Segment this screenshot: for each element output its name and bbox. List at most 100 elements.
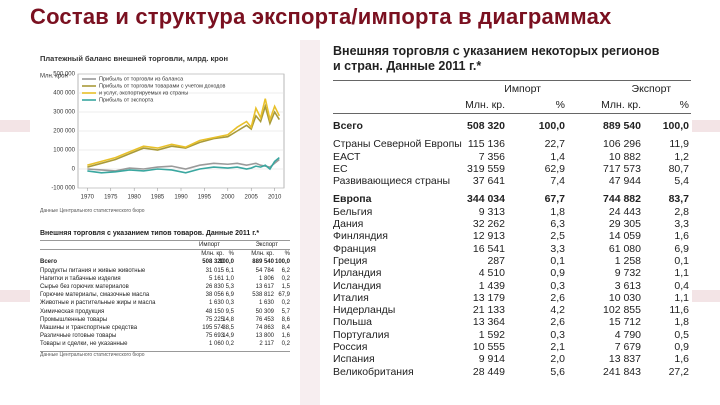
cell-value: 0,2 [281,341,290,348]
cell-value: 100,0 [662,120,689,132]
cell-value: 1 258 [614,254,641,267]
row-label: Великобритания [333,365,414,378]
cell-value: 83,7 [668,193,689,206]
cell-value: 6,2 [281,267,290,274]
header-row: Млн. кр.% Млн. кр.% [40,250,290,258]
unit-header: % [555,99,565,111]
row-label: Россия [333,341,368,354]
cell-value: 26 830 [205,283,224,290]
legend-label: Прибыль от торговли товарами с учетом до… [99,83,226,89]
cell-value: 67,9 [278,292,290,299]
table-row: Товары и сделки, не указанные 1 060 0,2 2 1… [40,340,290,348]
cell-value: 241 843 [603,365,641,378]
cell-value: 1,1 [674,291,689,304]
cell-value: 319 559 [467,162,505,175]
cell-value: 28 449 [472,365,505,378]
cell-value: 1,5 [281,283,290,290]
x-tick-label: 1990 [174,195,188,201]
cell-value: 9,5 [225,308,234,315]
cell-value: 9 313 [478,205,505,218]
cell-value: 6,9 [225,292,234,299]
chart-title: Платежный баланс внешней торговли, млрд.… [40,54,228,63]
table-row: Греция 287 0,1 1 258 0,1 [333,255,691,267]
cell-value: 38,5 [222,324,234,331]
decor-stripe [300,40,320,405]
y-tick-label: 400 000 [53,91,75,97]
y-axis-label: Млн. крон [40,74,68,80]
cell-value: 0,2 [281,300,290,307]
cell-value: 102 855 [603,304,641,317]
cell-value: 13 617 [255,283,274,290]
table-row: Польша 13 364 2,6 15 712 1,8 [333,316,691,328]
cell-value: 508 320 [202,259,224,266]
cell-value: 8,4 [281,324,290,331]
cell-value: 62,9 [544,162,565,175]
decor-stripe [0,290,30,302]
table-body: Импорт Экспорт Млн. кр.% Млн. кр.% Всего 508 … [333,80,691,378]
table-row: Машины и транспортные средства 195 574 38,… [40,324,290,332]
unit-header: Млн. кр. [601,99,641,111]
cell-value: 115 136 [467,138,505,151]
y-tick-label: 200 000 [53,129,75,135]
table-row: ЕАСТ 7 356 1,4 10 882 1,2 [333,151,691,163]
cell-value: 717 573 [603,162,641,175]
row-label: Химическая продукция [40,308,105,315]
cell-value: 2,6 [550,291,565,304]
cell-value: 1 439 [478,279,505,292]
cell-value: 47 944 [608,175,641,188]
cell-value: 11,9 [669,138,689,151]
unit-header: Млн. кр. [465,99,505,111]
series-line [87,98,281,166]
cell-value: 1,1 [674,267,689,280]
cell-value: 5,3 [225,283,234,290]
cell-value: 0,3 [550,279,565,292]
cell-value: 538 812 [252,292,274,299]
row-label: Европа [333,193,372,206]
column-header: Экспорт [631,83,671,95]
row-label: Развивающиеся страны [333,175,451,188]
row-label: Продукты питания и живые животные [40,267,146,274]
row-label: Испания [333,353,375,366]
cell-value: 1,0 [225,275,234,282]
cell-value: 0,2 [281,275,290,282]
cell-value: 3 613 [614,279,641,292]
cell-value: 1 630 [208,300,224,307]
row-label: Животные и растительные жиры и масла [40,300,156,307]
cell-value: 12 913 [472,230,505,243]
cell-value: 14 059 [608,230,641,243]
cell-value: 2,0 [550,353,565,366]
cell-value: 21 133 [472,304,505,317]
cell-value: 9 732 [614,267,641,280]
unit-header: Млн. кр. [251,251,274,258]
x-tick-label: 1995 [198,195,212,201]
cell-value: 5,7 [281,308,290,315]
cell-value: 22,7 [544,138,565,151]
cell-value: 38 056 [205,292,224,299]
cell-value: 4,2 [550,304,565,317]
table-title: Внешняя торговля с указанием некоторых р… [333,44,660,73]
row-label: ЕС [333,162,348,175]
cell-value: 2,1 [550,341,565,354]
cell-value: 75 225 [205,316,224,323]
cell-value: 4 510 [478,267,505,280]
table-row: Различные готовые товары 75 693 14,9 13 800… [40,332,290,340]
table-row: Финляндия 12 913 2,5 14 059 1,6 [333,230,691,242]
table-row: Всего 508 320 100,0 889 540 100,0 [333,120,691,132]
row-label: Бельгия [333,205,373,218]
row-label: Нидерланды [333,304,396,317]
cell-value: 1 060 [208,341,224,348]
cell-value: 10 555 [472,341,505,354]
table-group: Страны Северной Европы 115 136 22,7 106 296… [333,138,691,187]
cell-value: 0,1 [550,254,565,267]
cell-value: 14,8 [222,316,234,323]
cell-value: 7 679 [614,341,641,354]
row-label: Страны Северной Европы [333,138,462,151]
cell-value: 889 540 [252,259,274,266]
table-row: ЕС 319 559 62,9 717 573 80,7 [333,163,691,175]
cell-value: 100,0 [274,259,290,266]
row-label: Ирландия [333,267,382,280]
legend-label: Прибыль от торговли из баланса [99,76,184,82]
regions-table: Внешняя торговля с указанием некоторых р… [333,44,691,378]
cell-value: 100,0 [538,120,565,132]
